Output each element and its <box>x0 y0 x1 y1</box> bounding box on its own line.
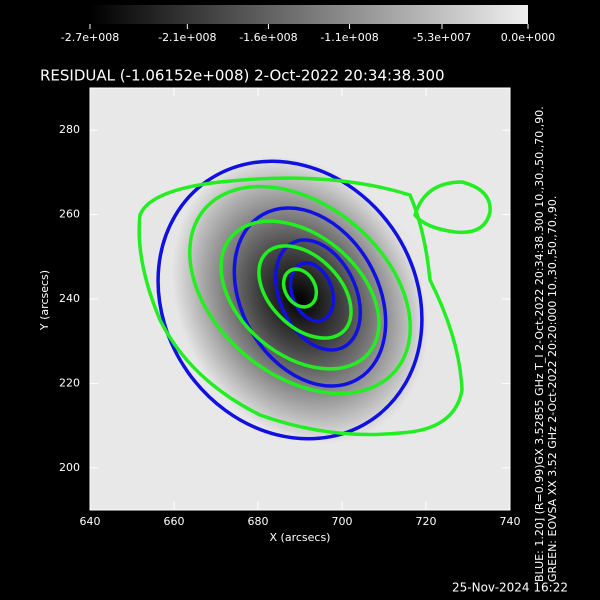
x-tick-label: 720 <box>416 515 437 528</box>
x-tick-label: 680 <box>248 515 269 528</box>
colorbar <box>90 5 528 24</box>
chart-title: RESIDUAL (-1.06152e+008) 2-Oct-2022 20:3… <box>40 67 445 85</box>
annotation: GREEN: EOVSA XX 3.52 GHz 2-Oct-2022 20:2… <box>546 196 559 582</box>
x-tick-label: 640 <box>80 515 101 528</box>
y-tick-label: 200 <box>59 461 80 474</box>
x-axis-label: X (arcsecs) <box>270 531 331 544</box>
y-axis-label: Y (arcsecs) <box>38 270 51 331</box>
image-blob <box>171 156 429 444</box>
y-tick-label: 240 <box>59 292 80 305</box>
timestamp: 25-Nov-2024 16:22 <box>452 581 568 595</box>
image <box>90 88 510 510</box>
colorbar-tick-label: -2.7e+008 <box>61 31 119 44</box>
annotation: BLUE: 1.20] (R=0.99)GX 3.52855 GHz T_I 2… <box>533 106 546 582</box>
colorbar-tick-label: 0.0e+000 <box>501 31 555 44</box>
y-tick-label: 260 <box>59 208 80 221</box>
x-tick-label: 700 <box>332 515 353 528</box>
colorbar-tick-label: -2.1e+008 <box>158 31 216 44</box>
y-tick-label: 280 <box>59 123 80 136</box>
colorbar-tick-label: -1.6e+008 <box>239 31 297 44</box>
x-tick-label: 660 <box>164 515 185 528</box>
colorbar-tick-label: -5.3e+007 <box>413 31 471 44</box>
x-tick-label: 740 <box>500 515 521 528</box>
colorbar-tick-label: -1.1e+008 <box>320 31 378 44</box>
y-tick-label: 220 <box>59 376 80 389</box>
green-contours <box>137 176 492 437</box>
